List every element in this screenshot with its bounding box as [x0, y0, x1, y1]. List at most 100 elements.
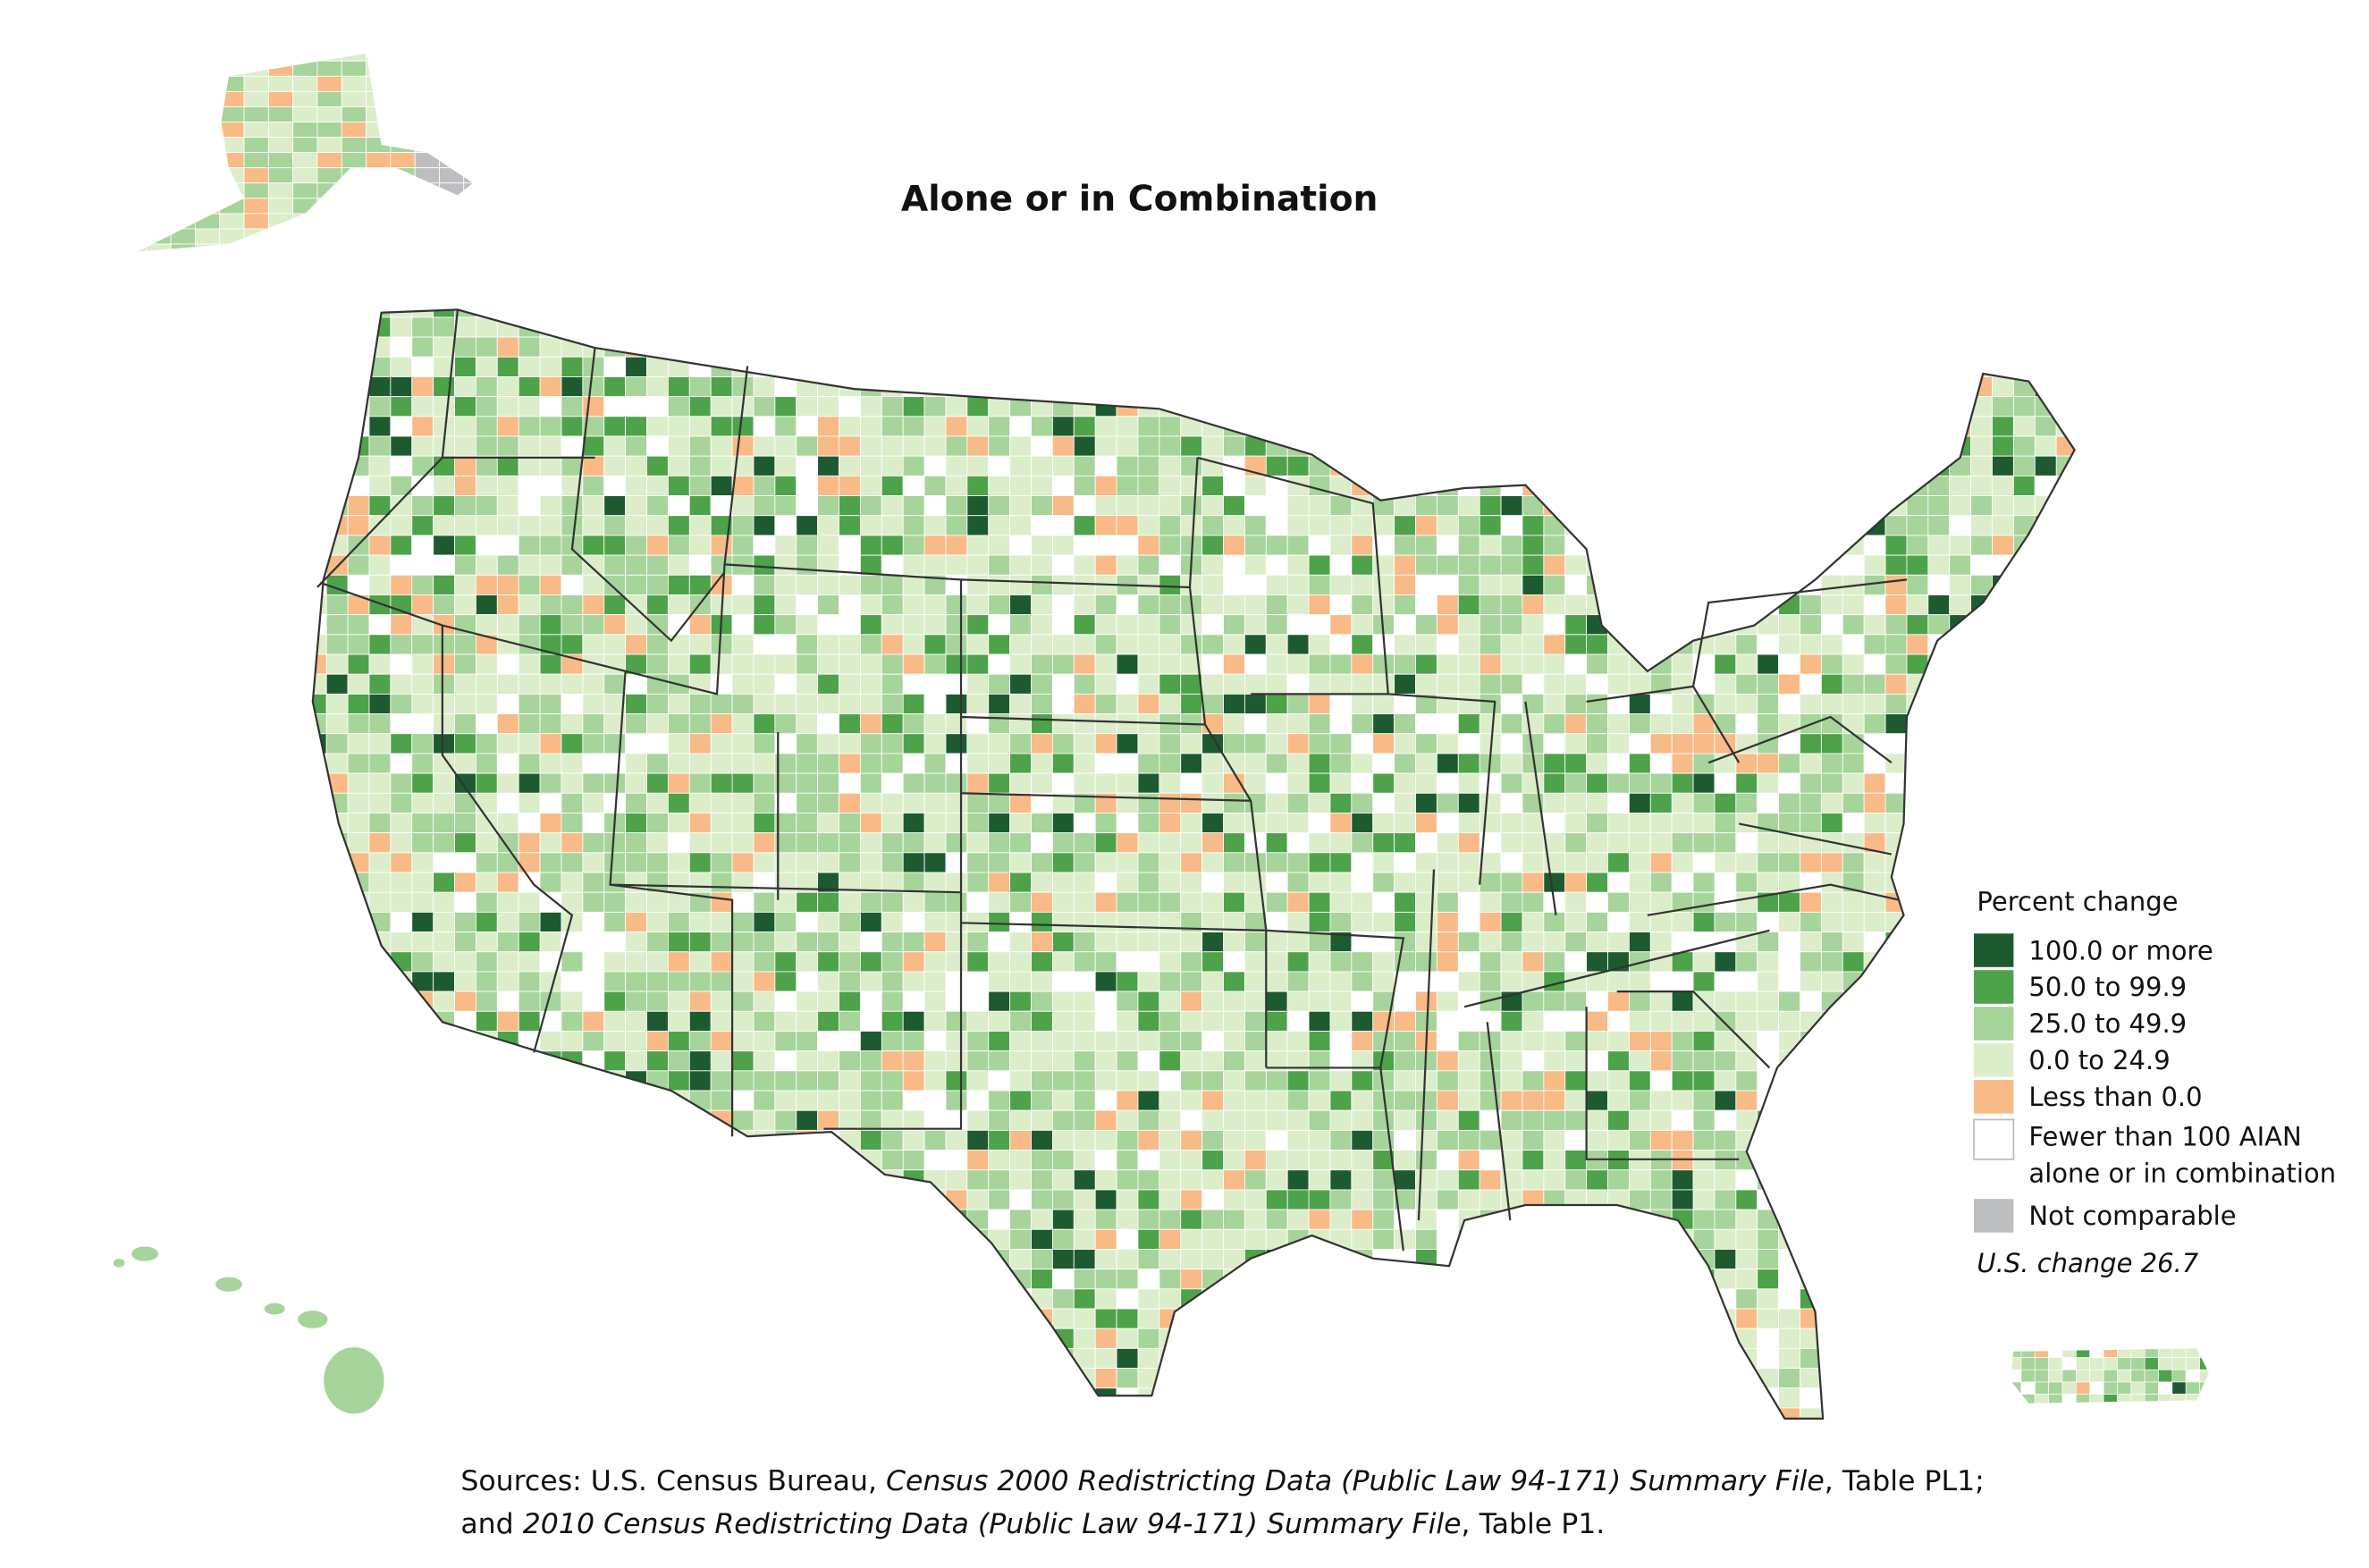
county — [688, 1288, 712, 1310]
county — [796, 1387, 819, 1409]
county — [923, 1328, 947, 1349]
county — [817, 693, 839, 714]
county — [1180, 991, 1203, 1012]
county — [433, 554, 455, 576]
county — [1692, 1050, 1716, 1072]
county — [1800, 495, 1822, 517]
county — [1927, 1368, 1951, 1389]
county — [1586, 1328, 1630, 1349]
county — [325, 673, 349, 695]
county — [603, 1368, 627, 1389]
county — [475, 951, 498, 973]
county — [945, 316, 968, 338]
county — [1201, 336, 1245, 358]
county — [1201, 316, 1224, 338]
county — [902, 872, 925, 893]
county — [1308, 309, 1331, 318]
county — [582, 1368, 616, 1389]
county — [454, 435, 476, 457]
county — [1009, 1328, 1032, 1349]
county — [753, 396, 776, 417]
county — [1927, 951, 1951, 973]
county — [603, 515, 627, 536]
county — [390, 1189, 413, 1210]
county — [368, 1050, 392, 1072]
county — [688, 653, 712, 675]
county — [731, 792, 755, 814]
county — [1286, 416, 1310, 437]
county — [433, 336, 455, 358]
county — [1436, 1347, 1459, 1369]
county — [817, 1150, 839, 1171]
county — [1031, 832, 1053, 854]
county — [1394, 1387, 1416, 1409]
county — [988, 1228, 1011, 1250]
county — [753, 1189, 776, 1210]
county — [710, 1228, 733, 1250]
county — [1351, 396, 1374, 417]
county — [475, 1387, 498, 1409]
county — [1372, 309, 1395, 318]
county — [1820, 376, 1843, 398]
county — [688, 495, 712, 517]
county — [1116, 693, 1139, 714]
county — [411, 455, 434, 476]
county — [1116, 1090, 1139, 1111]
county — [1692, 1328, 1716, 1349]
county — [1564, 316, 1588, 338]
county — [945, 1249, 968, 1270]
county — [1778, 891, 1800, 913]
county — [1927, 455, 1951, 476]
county — [753, 614, 776, 636]
county — [1223, 1407, 1245, 1419]
county — [1051, 713, 1075, 735]
county — [1201, 495, 1224, 517]
county — [1244, 515, 1267, 536]
county — [988, 772, 1011, 794]
county — [603, 1308, 627, 1329]
county — [988, 356, 1011, 377]
county — [1628, 1368, 1673, 1389]
county — [1436, 1129, 1459, 1151]
county — [1009, 813, 1032, 834]
county — [966, 515, 990, 536]
county — [1351, 991, 1374, 1012]
county — [1479, 416, 1502, 437]
county — [625, 535, 647, 556]
county — [1992, 1169, 2025, 1191]
county — [625, 991, 647, 1012]
county — [1543, 356, 1566, 377]
county — [561, 634, 584, 655]
county — [1457, 1050, 1480, 1072]
county — [667, 733, 690, 754]
county — [1308, 1387, 1331, 1409]
county — [1500, 1288, 1523, 1310]
county — [475, 971, 498, 992]
county — [1457, 495, 1480, 517]
county — [1927, 1031, 1972, 1052]
county — [1286, 396, 1310, 417]
county — [1842, 1010, 1865, 1032]
county — [1800, 1228, 1822, 1250]
county — [667, 1228, 690, 1250]
county — [988, 614, 1011, 636]
county — [859, 673, 882, 695]
county — [1864, 1428, 1885, 1447]
county — [390, 1387, 413, 1409]
county — [859, 852, 882, 873]
county — [1692, 515, 1716, 536]
county — [988, 535, 1011, 556]
county — [923, 693, 947, 714]
county — [1159, 376, 1182, 398]
county — [1436, 1407, 1459, 1419]
county — [454, 1129, 476, 1151]
county — [518, 416, 541, 437]
county — [1201, 813, 1224, 834]
county — [646, 693, 669, 714]
county — [1201, 396, 1245, 417]
county — [312, 1269, 327, 1290]
county — [368, 813, 392, 834]
borough — [146, 90, 172, 107]
county — [2034, 475, 2057, 496]
county — [1286, 693, 1310, 714]
